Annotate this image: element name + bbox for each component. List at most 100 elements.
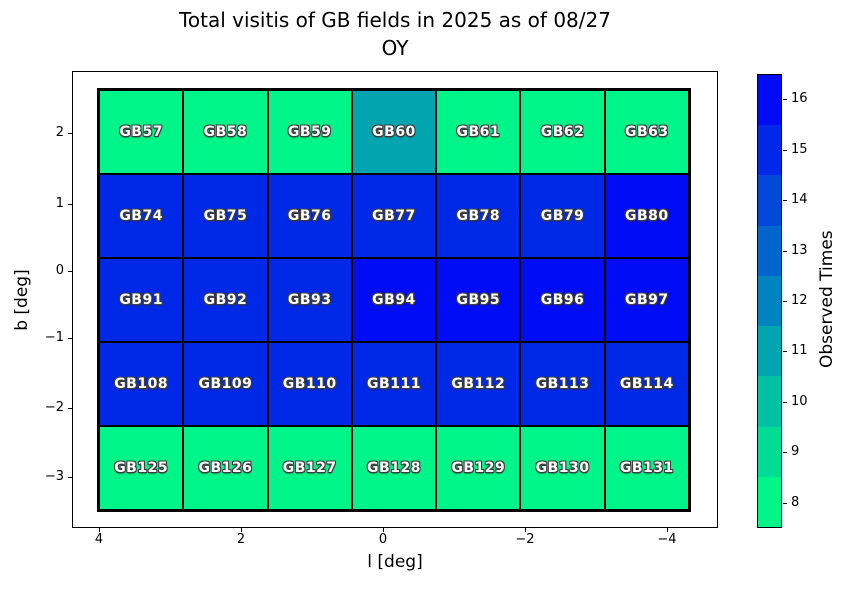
heatmap-cell: GB74 [99, 174, 184, 258]
heatmap-cell: GB80 [604, 174, 689, 258]
colorbar-segment [758, 376, 781, 427]
x-tick-label: 4 [94, 532, 104, 547]
colorbar-segment [758, 476, 781, 527]
heatmap-cell: GB129 [436, 426, 521, 510]
heatmap-cell: GB113 [520, 342, 605, 426]
field-label: GB63 [625, 124, 669, 140]
field-label: GB94 [372, 292, 416, 308]
heatmap-cell: GB128 [351, 426, 437, 510]
colorbar-tick-mark [783, 351, 787, 353]
colorbar-segment [758, 75, 781, 126]
y-tick-label: −1 [44, 330, 64, 345]
heatmap-cell: GB127 [267, 426, 352, 510]
field-label: GB128 [367, 460, 421, 476]
heatmap-cell: GB91 [99, 258, 184, 342]
field-label: GB96 [540, 292, 585, 308]
heatmap-cell: GB109 [183, 342, 268, 426]
heatmap-cell: GB61 [436, 90, 521, 174]
heatmap-cell: GB57 [99, 90, 184, 174]
field-label: GB93 [287, 292, 332, 308]
x-axis-label: l [deg] [367, 552, 423, 572]
y-tick-label: −2 [44, 400, 64, 415]
colorbar-segment [758, 125, 781, 176]
field-label: GB75 [203, 208, 248, 224]
colorbar-tick-label: 16 [791, 91, 808, 107]
y-tick-mark [68, 204, 72, 205]
field-label: GB127 [282, 460, 337, 476]
heatmap-cell: GB112 [436, 342, 521, 426]
y-tick-mark [68, 477, 72, 478]
heatmap-cell: GB110 [267, 342, 352, 426]
colorbar-tick-label: 14 [791, 192, 808, 208]
field-label: GB97 [625, 292, 669, 308]
colorbar-tick-mark [783, 452, 787, 454]
x-tick-label: −4 [657, 532, 677, 547]
colorbar-segment [758, 326, 781, 377]
field-label: GB108 [114, 376, 169, 392]
colorbar-segment [758, 426, 781, 477]
field-label: GB80 [625, 208, 669, 224]
field-label: GB111 [367, 376, 421, 392]
y-tick-label: −3 [44, 469, 64, 484]
colorbar-tick-mark [783, 149, 787, 151]
field-label: GB109 [198, 376, 253, 392]
field-label: GB60 [372, 124, 416, 140]
heatmap-cell: GB79 [520, 174, 605, 258]
heatmap-cell: GB58 [183, 90, 268, 174]
colorbar-tick-label: 10 [791, 393, 808, 409]
colorbar-tick-label: 12 [791, 293, 808, 308]
colorbar-tick-mark [783, 401, 787, 403]
heatmap-grid: GB57 GB58 GB59 GB60 GB61 GB62 GB63 GB74 GB75 GB76… [97, 88, 691, 512]
field-label: GB95 [456, 292, 501, 308]
y-tick-mark [68, 408, 72, 409]
colorbar-label: Observed Times [817, 230, 837, 368]
colorbar-tick-label: 13 [791, 242, 808, 258]
heatmap-cell: GB77 [351, 174, 437, 258]
x-tick-mark [525, 528, 526, 532]
field-label: GB74 [119, 208, 163, 224]
field-label: GB58 [203, 124, 248, 140]
field-label: GB125 [114, 460, 169, 476]
heatmap-cell: GB60 [351, 90, 437, 174]
field-label: GB91 [119, 292, 163, 308]
field-label: GB59 [287, 124, 332, 140]
field-label: GB61 [456, 124, 501, 140]
x-tick-mark [383, 528, 384, 532]
heatmap-cell: GB125 [99, 426, 184, 510]
heatmap-cell: GB95 [436, 258, 521, 342]
x-tick-mark [667, 528, 668, 532]
heatmap-cell: GB96 [520, 258, 605, 342]
heatmap-cell: GB93 [267, 258, 352, 342]
colorbar-tick-label: 8 [791, 494, 800, 510]
colorbar-segment [758, 275, 781, 327]
colorbar-segment [758, 175, 781, 226]
y-tick-label: 1 [55, 196, 64, 211]
colorbar-tick-label: 9 [791, 444, 800, 460]
colorbar-tick-mark [783, 200, 787, 202]
field-label: GB126 [198, 460, 253, 476]
x-tick-label: 2 [236, 532, 246, 547]
field-label: GB131 [619, 460, 674, 476]
x-tick-label: 0 [378, 532, 388, 547]
field-label: GB92 [203, 292, 248, 308]
field-label: GB114 [619, 376, 674, 392]
x-tick-mark [99, 528, 100, 532]
colorbar [757, 74, 782, 528]
y-tick-label: 2 [55, 125, 64, 140]
heatmap-cell: GB130 [520, 426, 605, 510]
y-tick-mark [68, 338, 72, 339]
heatmap-cell: GB114 [604, 342, 689, 426]
heatmap-cell: GB63 [604, 90, 689, 174]
field-label: GB110 [282, 376, 337, 392]
heatmap-cell: GB94 [351, 258, 437, 342]
chart-title-line2: OY [381, 36, 409, 60]
heatmap-cell: GB92 [183, 258, 268, 342]
field-label: GB112 [451, 376, 506, 392]
heatmap-cell: GB76 [267, 174, 352, 258]
field-label: GB57 [119, 124, 163, 140]
heatmap-cell: GB111 [351, 342, 437, 426]
heatmap-cell: GB97 [604, 258, 689, 342]
field-label: GB129 [451, 460, 506, 476]
y-tick-label: 0 [55, 263, 64, 278]
heatmap-cell: GB75 [183, 174, 268, 258]
